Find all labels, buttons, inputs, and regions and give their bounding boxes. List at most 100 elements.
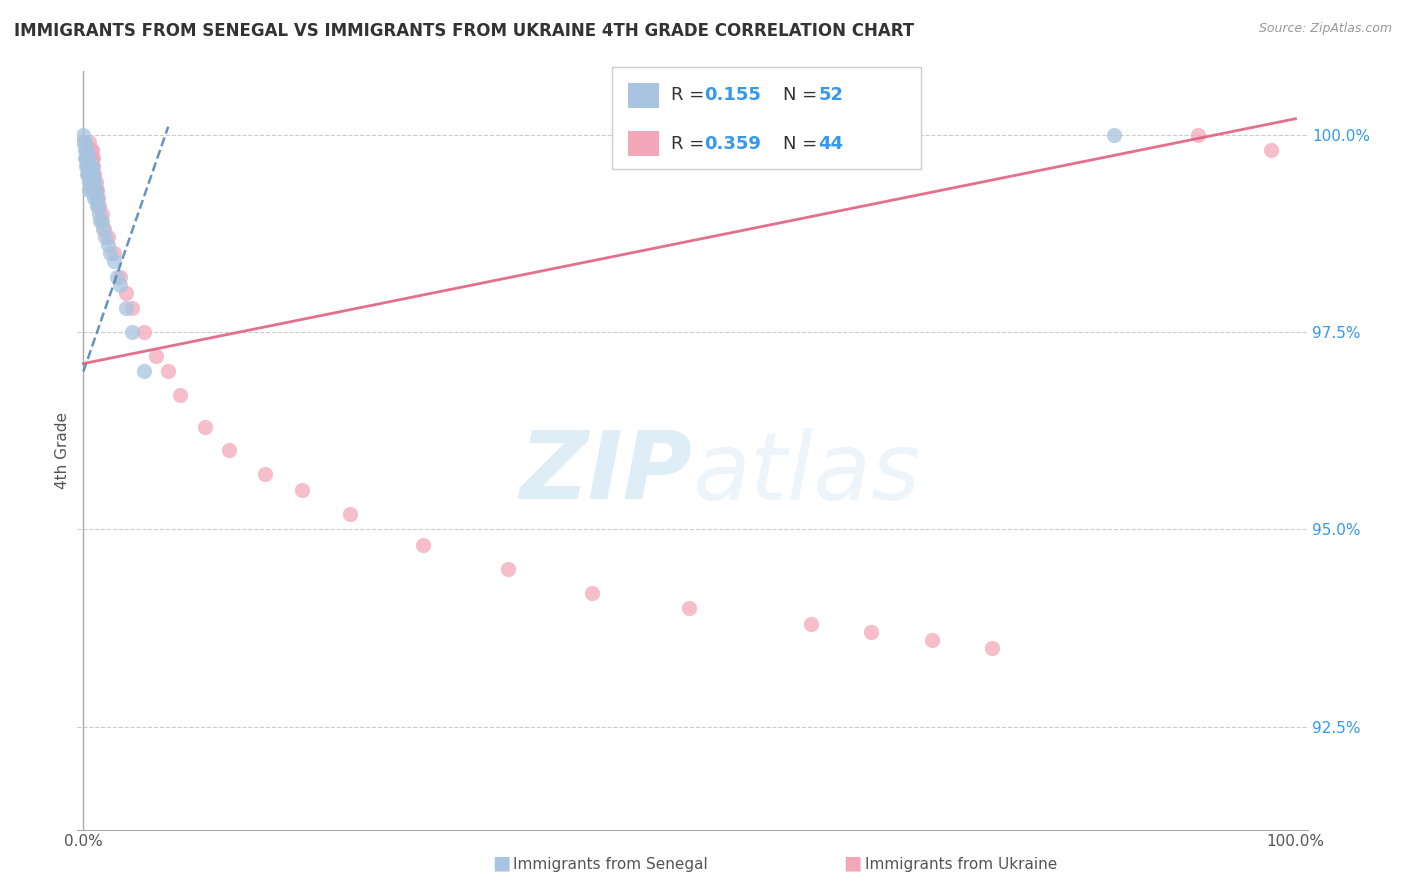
Text: 0.155: 0.155 bbox=[704, 87, 761, 104]
Point bbox=[79, 159, 101, 173]
Point bbox=[114, 285, 136, 300]
Point bbox=[169, 388, 191, 402]
Point bbox=[80, 159, 103, 173]
Text: Immigrants from Senegal: Immigrants from Senegal bbox=[513, 857, 709, 872]
Point bbox=[84, 183, 107, 197]
Point bbox=[254, 467, 277, 482]
Point bbox=[80, 175, 103, 189]
Text: R =: R = bbox=[671, 87, 710, 104]
Point bbox=[82, 159, 104, 173]
Text: N =: N = bbox=[783, 135, 823, 153]
Text: 52: 52 bbox=[818, 87, 844, 104]
Point bbox=[90, 206, 112, 220]
Point bbox=[79, 144, 101, 158]
Text: R =: R = bbox=[671, 135, 710, 153]
Point bbox=[75, 159, 97, 173]
Point bbox=[339, 507, 361, 521]
Point bbox=[83, 167, 105, 181]
Point bbox=[79, 151, 101, 165]
Point bbox=[82, 167, 104, 181]
Point bbox=[981, 640, 1004, 655]
Point bbox=[89, 214, 111, 228]
Point bbox=[79, 136, 101, 150]
Point bbox=[94, 230, 117, 244]
Point bbox=[80, 175, 103, 189]
Point bbox=[79, 183, 101, 197]
Point bbox=[121, 301, 143, 316]
Point bbox=[412, 538, 434, 552]
Text: 44: 44 bbox=[818, 135, 844, 153]
Point bbox=[97, 230, 120, 244]
Point bbox=[290, 483, 312, 497]
Point bbox=[581, 585, 603, 599]
Text: N =: N = bbox=[783, 87, 823, 104]
Point bbox=[108, 277, 131, 292]
Point bbox=[72, 136, 94, 150]
Point bbox=[105, 269, 128, 284]
Point bbox=[77, 167, 100, 181]
Point bbox=[87, 191, 110, 205]
Point bbox=[89, 206, 111, 220]
Y-axis label: 4th Grade: 4th Grade bbox=[55, 412, 70, 489]
Point bbox=[194, 419, 217, 434]
Point bbox=[1260, 144, 1282, 158]
Point bbox=[83, 191, 105, 205]
Point bbox=[80, 167, 103, 181]
Point bbox=[76, 167, 98, 181]
Text: Source: ZipAtlas.com: Source: ZipAtlas.com bbox=[1258, 22, 1392, 36]
Point bbox=[77, 159, 100, 173]
Text: atlas: atlas bbox=[693, 427, 921, 519]
Point bbox=[80, 159, 103, 173]
Point bbox=[84, 191, 107, 205]
Point bbox=[73, 144, 96, 158]
Point bbox=[921, 633, 943, 648]
Point bbox=[91, 222, 114, 236]
Point bbox=[83, 175, 105, 189]
Point bbox=[218, 443, 240, 458]
Point bbox=[114, 301, 136, 316]
Point bbox=[103, 246, 125, 260]
Point bbox=[82, 183, 104, 197]
Point bbox=[75, 151, 97, 165]
Point bbox=[86, 183, 108, 197]
Point bbox=[97, 238, 120, 252]
Point bbox=[87, 199, 110, 213]
Point bbox=[89, 199, 111, 213]
Point bbox=[84, 175, 107, 189]
Point bbox=[145, 349, 167, 363]
Text: ZIP: ZIP bbox=[520, 427, 693, 519]
Point bbox=[860, 625, 883, 640]
Point bbox=[76, 151, 98, 165]
Point bbox=[496, 562, 519, 576]
Point bbox=[79, 183, 101, 197]
Point bbox=[76, 144, 98, 158]
Text: ■: ■ bbox=[492, 854, 510, 872]
Point bbox=[73, 151, 96, 165]
Point bbox=[79, 175, 101, 189]
Point bbox=[93, 222, 115, 236]
Point bbox=[84, 183, 107, 197]
Point bbox=[82, 175, 104, 189]
Point bbox=[79, 151, 101, 165]
Text: Immigrants from Ukraine: Immigrants from Ukraine bbox=[865, 857, 1057, 872]
Point bbox=[76, 159, 98, 173]
Point bbox=[72, 128, 94, 142]
Point bbox=[79, 167, 101, 181]
Point bbox=[82, 167, 104, 181]
Point bbox=[80, 151, 103, 165]
Point bbox=[1102, 128, 1125, 142]
Point bbox=[678, 601, 700, 615]
Point bbox=[108, 269, 131, 284]
Point bbox=[132, 364, 155, 378]
Point bbox=[77, 151, 100, 165]
Point bbox=[83, 183, 105, 197]
Point bbox=[73, 136, 96, 150]
Text: ■: ■ bbox=[844, 854, 862, 872]
Point bbox=[80, 144, 103, 158]
Text: 0.359: 0.359 bbox=[704, 135, 761, 153]
Point bbox=[103, 254, 125, 268]
Point bbox=[98, 246, 121, 260]
Point bbox=[79, 159, 101, 173]
Point bbox=[79, 175, 101, 189]
Point bbox=[157, 364, 180, 378]
